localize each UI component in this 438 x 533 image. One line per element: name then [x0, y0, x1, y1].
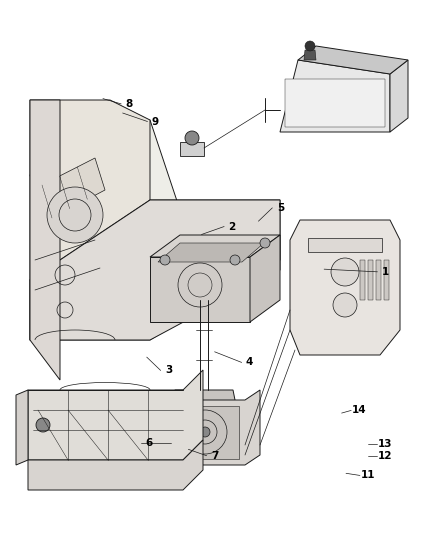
- Polygon shape: [158, 243, 264, 262]
- Polygon shape: [165, 390, 260, 465]
- Text: 8: 8: [126, 99, 133, 109]
- Polygon shape: [16, 390, 28, 465]
- Circle shape: [47, 187, 103, 243]
- Circle shape: [305, 41, 315, 51]
- Polygon shape: [30, 100, 150, 280]
- Polygon shape: [390, 60, 408, 132]
- Polygon shape: [30, 200, 280, 340]
- Bar: [360, 260, 365, 300]
- Text: 14: 14: [352, 406, 367, 415]
- Polygon shape: [28, 370, 203, 460]
- Circle shape: [230, 255, 240, 265]
- Polygon shape: [172, 390, 236, 405]
- Circle shape: [160, 255, 170, 265]
- Polygon shape: [290, 220, 400, 355]
- Polygon shape: [250, 235, 280, 322]
- Text: 1: 1: [382, 267, 389, 277]
- Text: 13: 13: [378, 439, 393, 449]
- Text: 3: 3: [165, 366, 172, 375]
- Polygon shape: [298, 46, 408, 74]
- Bar: [384, 260, 389, 300]
- Polygon shape: [30, 120, 180, 280]
- Circle shape: [200, 427, 210, 437]
- Text: 6: 6: [145, 439, 152, 448]
- Text: 12: 12: [378, 451, 393, 461]
- Circle shape: [185, 131, 199, 145]
- Text: 11: 11: [360, 471, 375, 480]
- Text: 9: 9: [152, 117, 159, 126]
- Text: 2: 2: [229, 222, 236, 231]
- Text: 5: 5: [277, 203, 284, 213]
- Circle shape: [333, 293, 357, 317]
- Polygon shape: [285, 79, 385, 127]
- Polygon shape: [150, 257, 250, 322]
- Bar: [368, 260, 373, 300]
- Polygon shape: [42, 158, 105, 218]
- Polygon shape: [28, 440, 203, 490]
- Polygon shape: [30, 100, 60, 380]
- Polygon shape: [150, 235, 280, 257]
- Text: 7: 7: [211, 451, 218, 461]
- Polygon shape: [304, 50, 316, 60]
- Bar: [376, 260, 381, 300]
- Bar: [308, 238, 382, 252]
- Text: 4: 4: [246, 358, 253, 367]
- Circle shape: [331, 258, 359, 286]
- Circle shape: [260, 238, 270, 248]
- Polygon shape: [30, 200, 280, 340]
- Circle shape: [36, 418, 50, 432]
- Polygon shape: [180, 142, 204, 156]
- Polygon shape: [171, 406, 239, 459]
- Polygon shape: [280, 60, 390, 132]
